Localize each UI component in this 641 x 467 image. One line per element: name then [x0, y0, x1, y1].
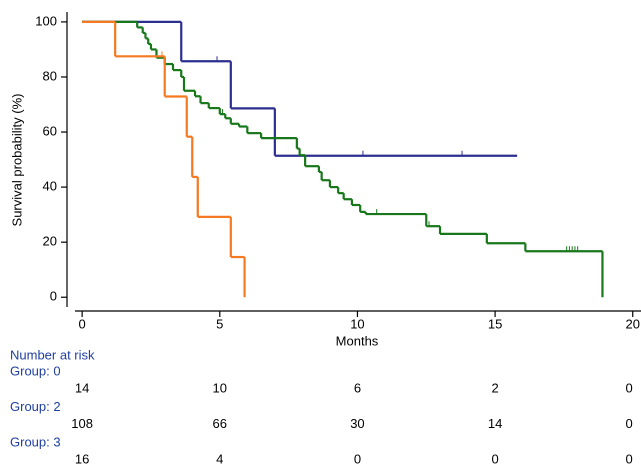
risk-group-label: Group: 2 [10, 399, 61, 414]
x-tick-label: 10 [350, 316, 364, 331]
y-tick-label: 80 [43, 68, 57, 83]
y-tick-label: 60 [43, 123, 57, 138]
y-tick-label: 40 [43, 179, 57, 194]
x-tick-label: 20 [626, 316, 640, 331]
risk-count: 14 [488, 416, 502, 431]
risk-count: 6 [354, 380, 361, 395]
risk-count: 4 [216, 451, 223, 466]
y-tick-label: 0 [50, 289, 57, 304]
risk-count: 0 [626, 451, 633, 466]
risk-group-label: Group: 3 [10, 434, 61, 449]
risk-count: 108 [71, 416, 93, 431]
risk-count: 2 [491, 380, 498, 395]
risk-count: 16 [75, 451, 89, 466]
risk-count: 0 [626, 380, 633, 395]
x-axis-label: Months [336, 333, 379, 348]
x-tick-label: 0 [79, 316, 86, 331]
risk-title: Number at risk [10, 347, 95, 362]
y-tick-label: 20 [43, 234, 57, 249]
risk-count: 0 [626, 416, 633, 431]
risk-count: 0 [491, 451, 498, 466]
risk-count: 0 [354, 451, 361, 466]
x-tick-label: 5 [216, 316, 223, 331]
risk-count: 30 [350, 416, 364, 431]
y-axis-label: Survival probability (%) [9, 94, 24, 227]
risk-group-label: Group: 0 [10, 363, 61, 378]
risk-count: 14 [75, 380, 89, 395]
risk-count: 66 [213, 416, 227, 431]
x-tick-label: 15 [488, 316, 502, 331]
risk-count: 10 [213, 380, 227, 395]
y-tick-label: 100 [35, 13, 57, 28]
